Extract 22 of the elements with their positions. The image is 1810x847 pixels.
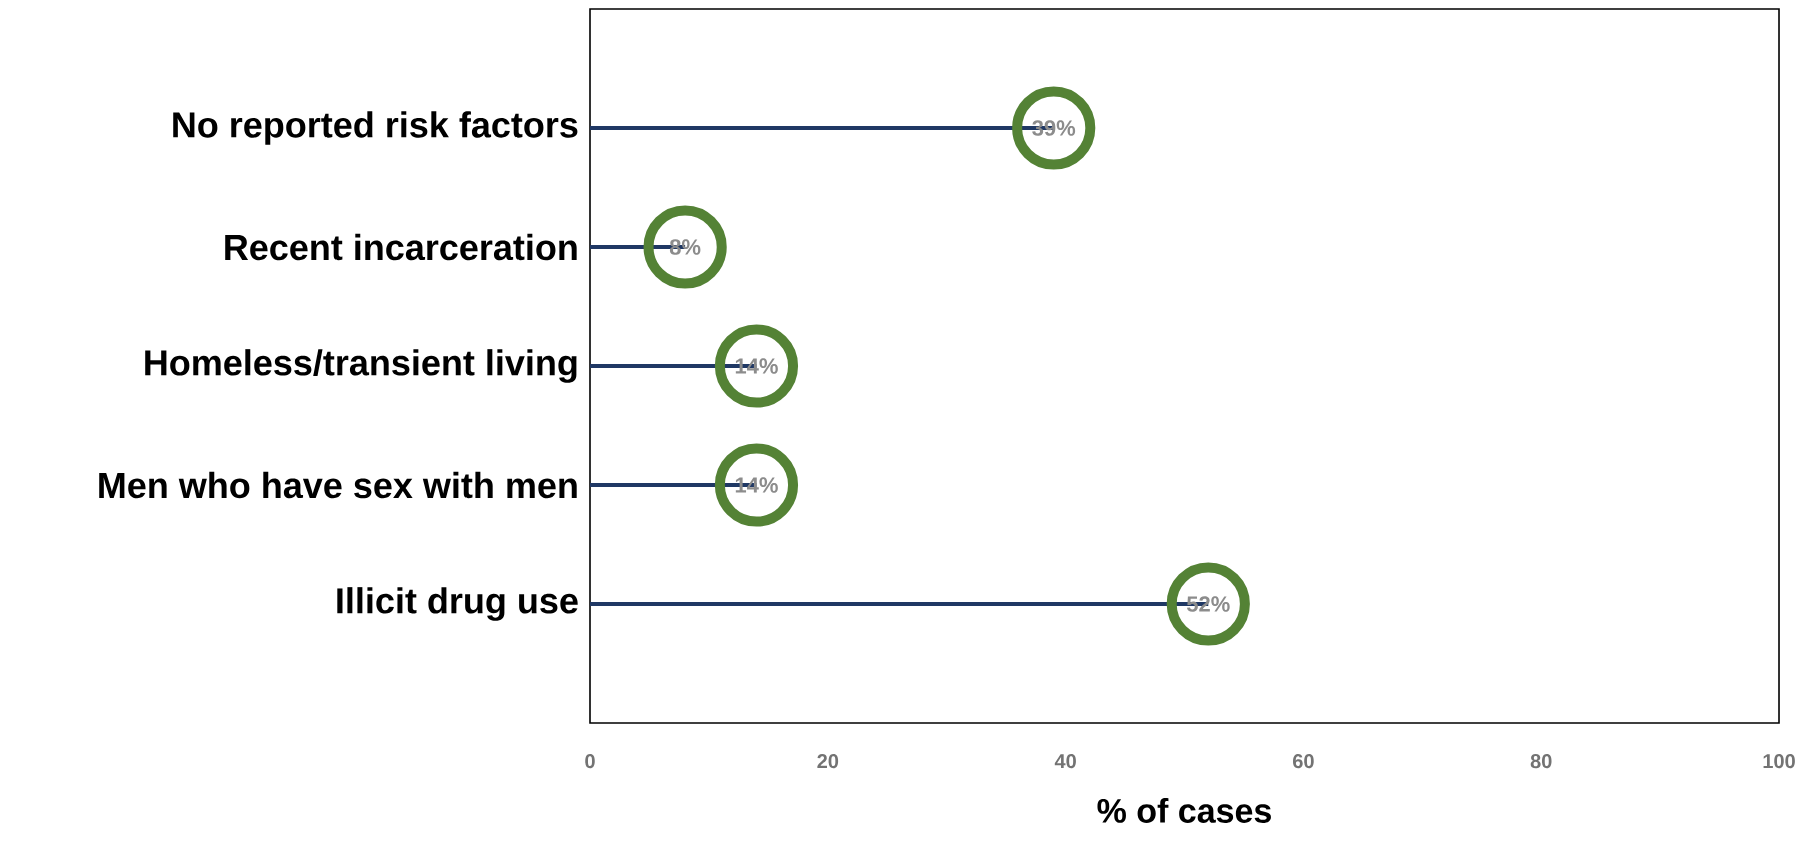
x-tick-label: 60 (1293, 754, 1314, 769)
y-tick-label: Illicit drug use (337, 587, 578, 621)
data-label: 52% (1186, 596, 1230, 612)
point (714, 324, 799, 408)
point (643, 205, 727, 289)
x-tick-label: 80 (1530, 754, 1552, 769)
x-tick-label: 0 (585, 754, 595, 769)
point (1166, 562, 1250, 646)
x-tick-label: 20 (817, 754, 839, 769)
y-tick-label: Men who have sex with men (99, 471, 577, 499)
x-tick-label: 40 (1054, 754, 1076, 769)
y-tick-label: Homeless/transient living (145, 349, 577, 383)
x-tick-label: 100 (1763, 754, 1795, 769)
y-tick-label: Recent incarceration (225, 233, 577, 261)
data-label: 14% (735, 358, 778, 374)
y-tick-label: No reported risk factors (173, 111, 578, 145)
point (714, 443, 799, 527)
data-label: 14% (735, 477, 778, 493)
data-label: 39% (1032, 120, 1076, 136)
point (1012, 86, 1096, 170)
data-label: 8% (669, 239, 701, 255)
x-axis-title: % of cases (1097, 797, 1271, 823)
